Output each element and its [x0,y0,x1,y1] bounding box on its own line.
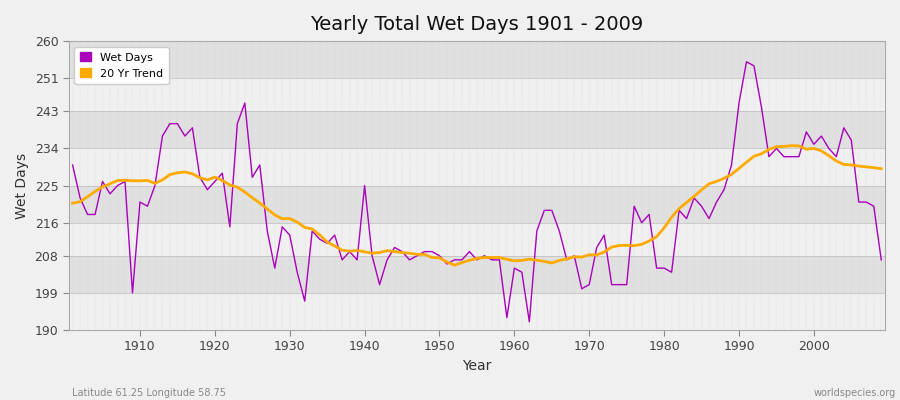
Bar [68,78,885,111]
20 Yr Trend [607,245,617,250]
Y-axis label: Wet Days: Wet Days [15,152,29,219]
Wet Days [607,282,617,287]
Wet Days [741,59,751,64]
Text: Latitude 61.25 Longitude 58.75: Latitude 61.25 Longitude 58.75 [72,388,226,398]
Bar [68,256,885,293]
Wet Days [127,290,138,295]
20 Yr Trend [517,258,527,263]
20 Yr Trend [509,258,520,263]
Wet Days [337,258,347,262]
20 Yr Trend [876,166,886,171]
20 Yr Trend [68,201,78,206]
Wet Days [876,258,886,262]
Bar [68,41,885,78]
Line: Wet Days: Wet Days [73,62,881,322]
20 Yr Trend [786,143,796,148]
Bar [68,186,885,223]
Bar [68,148,885,186]
X-axis label: Year: Year [463,359,491,373]
Wet Days [292,270,302,275]
Wet Days [501,315,512,320]
Text: worldspecies.org: worldspecies.org [814,388,896,398]
Wet Days [524,319,535,324]
Bar [68,223,885,256]
Title: Yearly Total Wet Days 1901 - 2009: Yearly Total Wet Days 1901 - 2009 [310,15,644,34]
20 Yr Trend [449,263,460,268]
Bar [68,111,885,148]
Bar [68,293,885,330]
Line: 20 Yr Trend: 20 Yr Trend [73,146,881,265]
Legend: Wet Days, 20 Yr Trend: Wet Days, 20 Yr Trend [75,47,168,84]
Wet Days [68,162,78,167]
20 Yr Trend [337,248,347,253]
Wet Days [509,266,520,270]
20 Yr Trend [292,220,302,224]
20 Yr Trend [127,178,138,183]
